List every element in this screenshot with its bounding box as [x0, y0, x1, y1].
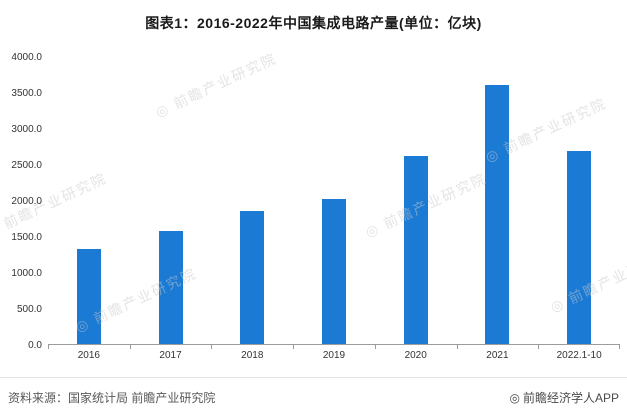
x-axis-tick: [538, 345, 540, 349]
x-axis-tick: [374, 345, 376, 349]
bar-2017: [158, 231, 183, 344]
y-axis-label: 3000.0: [11, 124, 42, 135]
footer-divider: [0, 377, 627, 378]
source-note: 资料来源：国家统计局 前瞻产业研究院: [8, 391, 216, 405]
y-axis-label: 1500.0: [11, 232, 42, 243]
x-axis-tick: [211, 345, 213, 349]
x-axis-label: 2020: [404, 350, 427, 361]
x-axis-label: 2022.1-10: [556, 350, 602, 361]
x-axis-label: 2021: [486, 350, 509, 361]
bar-2022.1-10: [567, 151, 592, 344]
bar-2018: [240, 210, 265, 344]
x-axis-tick: [456, 345, 458, 349]
bar-2016: [76, 249, 101, 344]
y-axis-label: 0.0: [28, 340, 42, 351]
y-axis-label: 500.0: [16, 304, 42, 315]
bar-2021: [485, 85, 510, 344]
app-credit: ◎ 前瞻经济学人APP: [510, 389, 620, 406]
y-axis-label: 4000.0: [11, 52, 42, 63]
y-axis-label: 2500.0: [11, 160, 42, 171]
y-axis-label: 3500.0: [11, 88, 42, 99]
bar-2020: [403, 155, 428, 344]
chart-title: 图表1：2016-2022年中国集成电路产量(单位：亿块): [145, 15, 482, 31]
x-axis-tick: [129, 345, 131, 349]
plot-area: 2016 2017 2018 2019 2020 2021 2022.1-10: [48, 57, 620, 361]
y-axis-label: 2000.0: [11, 196, 42, 207]
y-axis-label: 1000.0: [11, 268, 42, 279]
x-axis-label: 2016: [77, 350, 100, 361]
x-axis-tick: [619, 345, 620, 349]
app-credit-label: 前瞻经济学人APP: [522, 391, 619, 405]
x-axis-tick: [293, 345, 295, 349]
x-axis-label: 2017: [159, 350, 182, 361]
x-axis-label: 2018: [241, 350, 264, 361]
qianzhan-logo-icon: ◎: [509, 391, 520, 405]
bar-2019: [322, 198, 346, 344]
x-axis-label: 2019: [322, 350, 346, 361]
x-axis-tick: [48, 345, 49, 349]
